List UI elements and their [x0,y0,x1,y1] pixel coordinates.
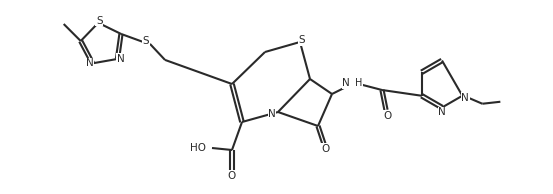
Text: N: N [268,109,276,119]
Text: O: O [228,171,236,181]
Text: S: S [143,36,149,46]
Text: S: S [96,16,102,26]
Text: H: H [355,78,362,88]
Text: N: N [86,58,93,68]
Text: S: S [299,35,305,45]
Text: N: N [461,93,469,103]
Text: N: N [342,78,350,88]
Text: N: N [438,107,446,118]
Text: O: O [321,144,329,154]
Text: O: O [383,111,391,121]
Text: N: N [117,54,124,64]
Text: HO: HO [190,143,206,153]
